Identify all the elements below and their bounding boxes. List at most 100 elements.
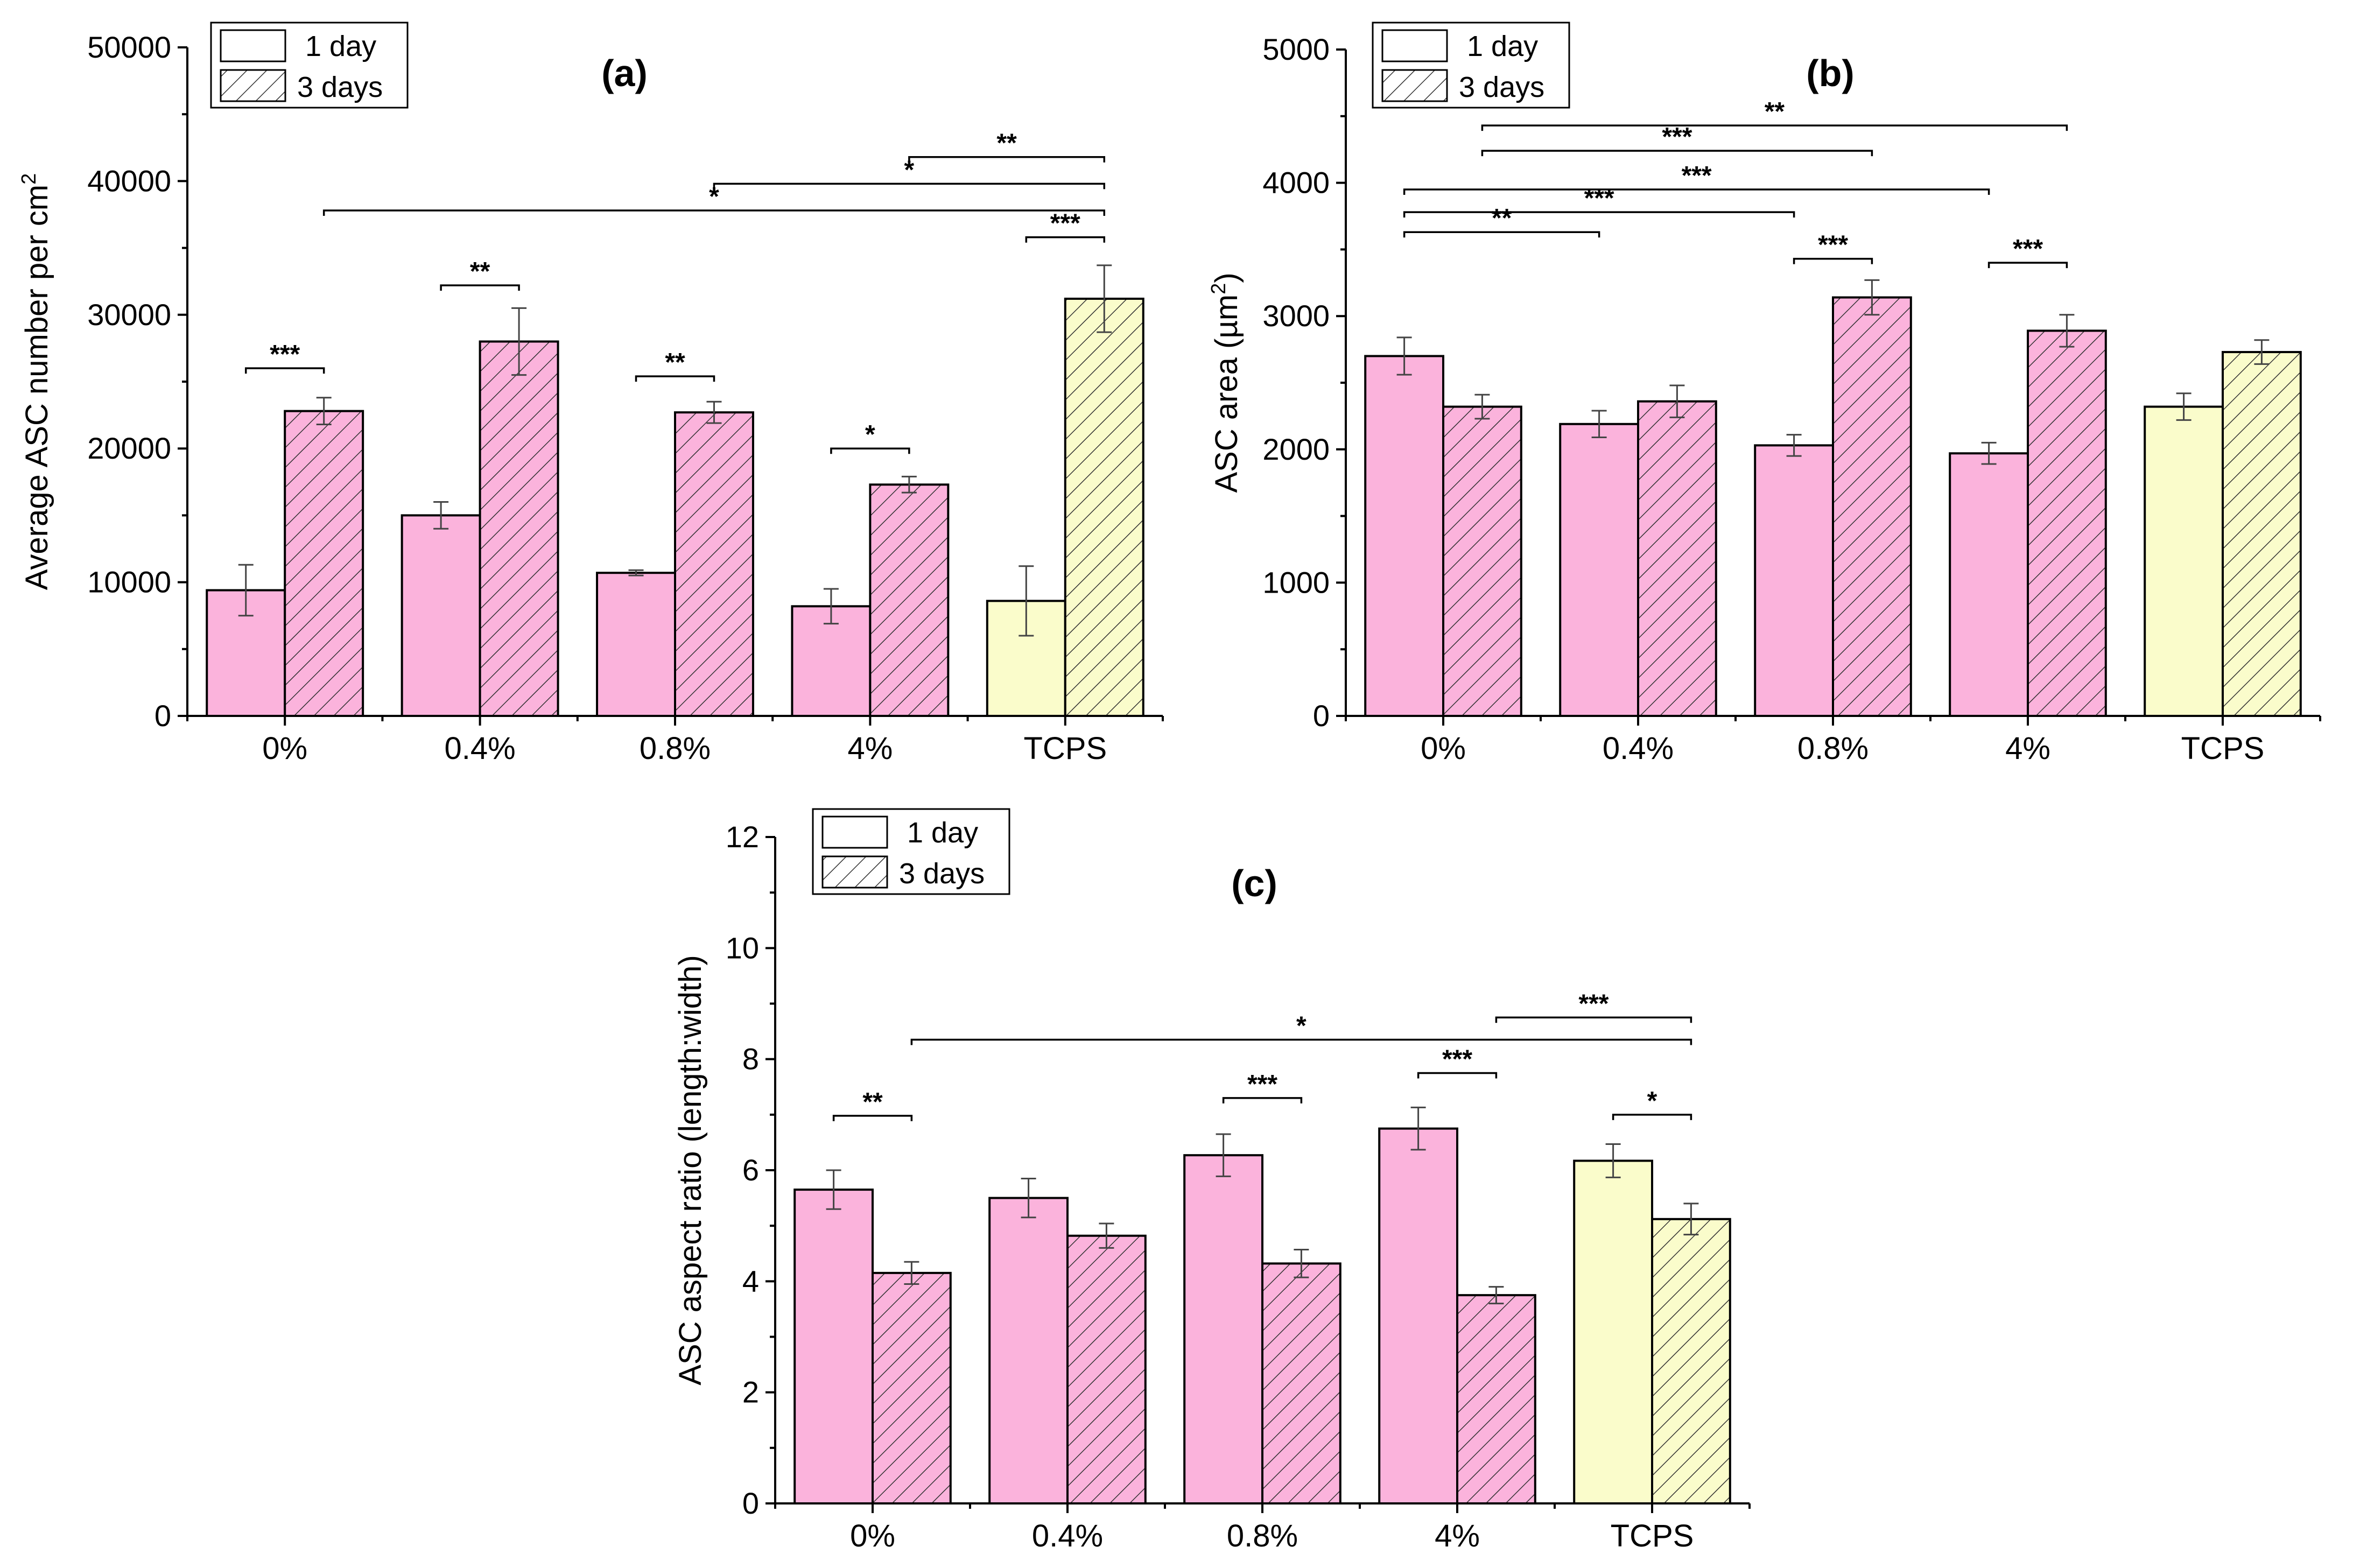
y-tick-label: 5000 xyxy=(1262,32,1330,66)
significance-label: * xyxy=(865,420,875,449)
significance-bracket xyxy=(1403,231,1600,238)
error-bar xyxy=(823,588,839,625)
significance-bracket xyxy=(1793,257,1873,264)
error-bar xyxy=(1864,279,1880,316)
bar-0.8%-3-days xyxy=(1261,1262,1341,1505)
y-tick-label: 20000 xyxy=(87,431,171,465)
error-bar xyxy=(316,397,332,425)
bar-0%-1-day xyxy=(793,1189,874,1505)
bar-4%-3-days xyxy=(869,483,950,717)
y-tick-label: 40000 xyxy=(87,164,171,198)
significance-bracket xyxy=(1403,211,1795,218)
significance-label: ** xyxy=(996,129,1017,158)
error-bar xyxy=(433,501,449,530)
y-tick-label: 2000 xyxy=(1262,432,1330,466)
y-tick-label: 0 xyxy=(154,699,171,733)
y-tick-label: 10000 xyxy=(87,565,171,599)
error-bar xyxy=(1216,1133,1231,1177)
y-tick-label: 6 xyxy=(742,1153,759,1187)
significance-bracket xyxy=(1495,1016,1692,1023)
legend: 1 day 3 days xyxy=(1372,22,1570,109)
error-bar xyxy=(1021,1177,1036,1219)
bar-0.8%-3-days xyxy=(674,411,754,717)
x-tick-label: 4% xyxy=(2005,731,2050,766)
panel-b: 0 1000 2000 3000 4000 5000 0% 0.4% 0.8% 4% TCPS ASC… xyxy=(1207,22,2321,766)
error-bar xyxy=(1981,441,1997,465)
bar-0%-3-days xyxy=(872,1271,952,1505)
panel-title: (a) xyxy=(601,52,648,94)
significance-label: *** xyxy=(1442,1045,1472,1073)
error-bar xyxy=(628,569,644,576)
legend-label-1-day: 1 day xyxy=(305,30,376,62)
y-axis-title: ASC aspect ratio (length:width) xyxy=(673,955,708,1385)
bar-0%-3-days xyxy=(284,410,364,717)
x-tick-label: 0.4% xyxy=(444,731,515,766)
panel-a: 0 10000 20000 30000 40000 50000 0% 0.4% 0.8% 4% TC… xyxy=(18,22,1164,766)
bar-0.4%-1-day xyxy=(988,1197,1069,1504)
x-tick-label: 0.4% xyxy=(1032,1518,1103,1553)
y-axis-title-text: Average ASC number per cm xyxy=(19,185,54,590)
y-tick-label: 1000 xyxy=(1262,565,1330,599)
significance-label: *** xyxy=(270,340,300,369)
error-bar xyxy=(1410,1106,1426,1151)
error-bar xyxy=(1488,1286,1504,1305)
legend-label-1-day: 1 day xyxy=(1467,30,1538,62)
bar-4%-3-days xyxy=(1456,1294,1536,1504)
x-tick-label: 0% xyxy=(262,731,307,766)
bar-0.8%-1-day xyxy=(1183,1154,1263,1504)
bar-4%-1-day xyxy=(1949,452,2029,718)
significance-bracket xyxy=(1025,236,1106,243)
legend-swatch-1-day xyxy=(1381,29,1448,62)
significance-label: *** xyxy=(1578,989,1609,1018)
error-bar xyxy=(1097,264,1112,333)
error-bar xyxy=(1474,393,1490,420)
significance-label: ** xyxy=(1765,97,1785,126)
error-bar xyxy=(1019,565,1034,637)
significance-label: ** xyxy=(862,1088,883,1116)
error-bar xyxy=(1669,384,1685,418)
y-axis-title-superscript: 2 xyxy=(18,173,40,185)
significance-bracket xyxy=(1987,262,2068,269)
y-tick-label: 12 xyxy=(726,820,759,854)
error-bar xyxy=(2176,392,2192,421)
x-tick-label: 4% xyxy=(847,731,893,766)
bar-TCPS-1-day xyxy=(2144,405,2224,717)
legend-label-3-days: 3 days xyxy=(1459,71,1544,103)
significance-bracket xyxy=(1481,124,2068,131)
panel-title: (b) xyxy=(1806,52,1854,94)
significance-label: *** xyxy=(1584,184,1614,213)
significance-label: *** xyxy=(1050,209,1080,238)
significance-bracket xyxy=(830,447,910,454)
bar-TCPS-1-day xyxy=(1573,1159,1653,1504)
bar-TCPS-3-days xyxy=(1064,297,1144,717)
error-bar xyxy=(511,307,527,376)
x-tick-label: 4% xyxy=(1435,1518,1480,1553)
significance-bracket xyxy=(1403,188,1990,195)
bar-0.4%-1-day xyxy=(401,514,481,718)
bar-4%-3-days xyxy=(2027,329,2107,717)
error-bar xyxy=(1683,1203,1699,1236)
significance-bracket xyxy=(440,284,520,291)
y-tick-label: 2 xyxy=(742,1375,759,1409)
legend-swatch-3-days xyxy=(821,855,888,889)
y-tick-label: 4000 xyxy=(1262,166,1330,200)
y-tick-label: 10 xyxy=(726,931,759,965)
error-bar xyxy=(238,564,254,617)
panel-c: 0 2 4 6 8 10 12 0% 0.4% 0.8% 4% TCPS ASC aspect rati… xyxy=(673,808,1751,1553)
significance-label: * xyxy=(1647,1087,1657,1115)
x-tick-label: 0% xyxy=(1421,731,1466,766)
bar-0%-3-days xyxy=(1442,405,1522,717)
significance-label: *** xyxy=(1682,161,1712,190)
error-bar xyxy=(2059,314,2075,348)
bar-0.4%-3-days xyxy=(1637,400,1717,717)
y-tick-label: 50000 xyxy=(87,30,171,64)
bar-TCPS-3-days xyxy=(1651,1218,1731,1504)
bar-0.8%-1-day xyxy=(596,572,677,718)
x-tick-label: 0.4% xyxy=(1603,731,1674,766)
error-bar xyxy=(1294,1249,1309,1278)
significance-label: * xyxy=(904,156,915,184)
significance-label: ** xyxy=(1492,204,1512,233)
panel-title: (c) xyxy=(1231,862,1277,904)
x-tick-label: 0.8% xyxy=(1227,1518,1298,1553)
